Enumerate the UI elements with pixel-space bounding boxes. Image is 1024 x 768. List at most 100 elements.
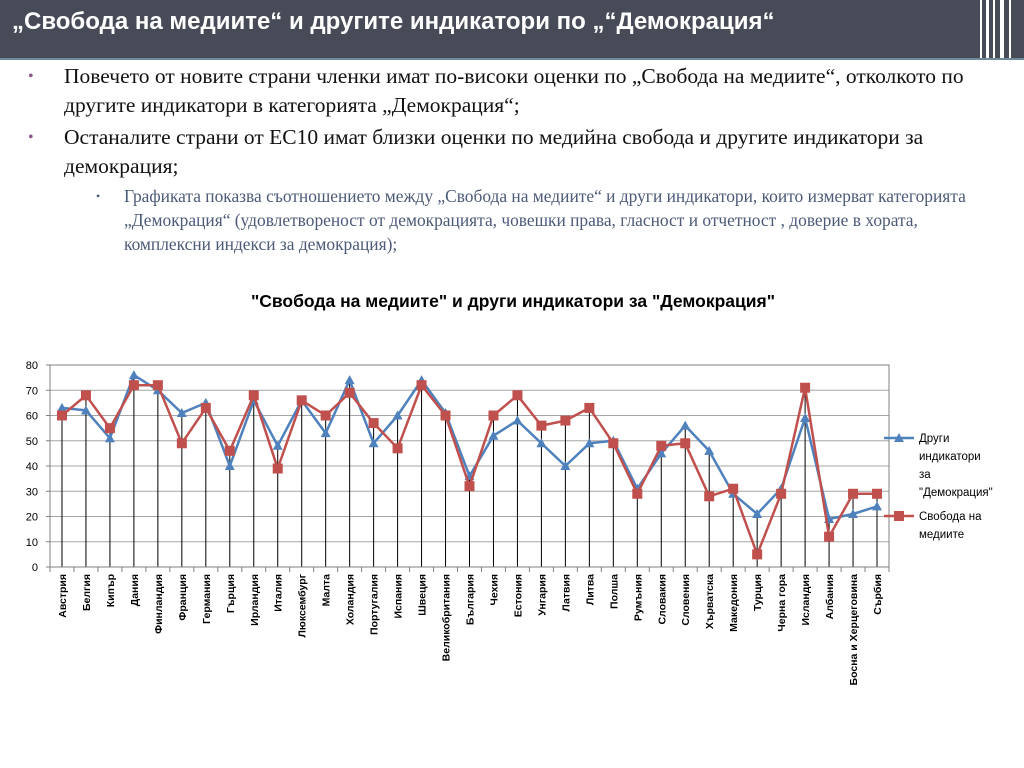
x-tick-label: Албания	[824, 574, 836, 619]
bullet-text: Повечето от новите страни членки имат по…	[64, 64, 964, 117]
data-point	[608, 438, 619, 449]
y-tick-label: 10	[26, 537, 38, 549]
data-point	[752, 508, 763, 518]
data-point	[392, 443, 403, 454]
x-tick-label: Сърбия	[872, 574, 884, 615]
chart-legend: Други индикатори за "Демокрация" Свобода на м…	[884, 433, 993, 541]
data-point	[512, 415, 523, 425]
legend-marker	[894, 433, 904, 442]
title-bar: „Свобода на медиите“ и другите индикатор…	[0, 0, 1024, 58]
data-point	[536, 438, 547, 448]
data-point	[512, 390, 523, 401]
x-tick-label: Люксембург	[297, 573, 309, 637]
bullet-marker-icon: •	[28, 68, 34, 85]
x-tick-label: Турция	[752, 574, 764, 611]
x-axis-tick-labels: Австрия Белгия Кипър Дания Финландия Франция Г…	[57, 573, 884, 685]
data-point	[392, 410, 403, 420]
data-point	[296, 395, 307, 406]
data-point	[584, 402, 595, 413]
data-point	[128, 370, 139, 380]
data-point	[320, 428, 331, 438]
x-tick-label: Холандия	[345, 574, 357, 625]
data-point	[104, 433, 115, 443]
sub-bullet-marker-icon: •	[96, 189, 101, 203]
data-point	[464, 481, 475, 492]
x-tick-label: Финландия	[153, 574, 165, 634]
x-tick-label: Ирландия	[249, 574, 261, 626]
data-point	[200, 402, 211, 413]
bullet-list: • Повечето от новите страни членки имат …	[26, 62, 1006, 256]
data-point	[128, 380, 139, 391]
title-decoration	[980, 0, 1020, 58]
x-tick-label: Словакия	[656, 574, 668, 625]
legend-label: Свобода на медиите	[919, 511, 982, 541]
x-tick-label: Португалия	[369, 574, 381, 635]
data-point	[224, 445, 235, 456]
data-point	[488, 430, 499, 440]
slide-title: „Свобода на медиите“ и другите индикатор…	[12, 8, 775, 35]
chart-axes	[46, 364, 890, 572]
data-point	[368, 438, 379, 448]
data-point	[800, 413, 811, 423]
y-axis-tick-labels: 0 10 20 30 40 50 60 70 80	[26, 360, 38, 574]
x-tick-label: Словения	[680, 574, 692, 626]
chart-series	[56, 370, 883, 560]
data-point	[272, 463, 283, 474]
data-point	[224, 461, 235, 470]
data-point	[728, 483, 739, 494]
data-point	[176, 407, 187, 417]
data-point	[848, 488, 859, 499]
x-tick-label: Литва	[584, 574, 596, 605]
data-point	[488, 410, 499, 421]
data-point	[776, 488, 787, 499]
data-point	[584, 438, 595, 448]
bullet-item: • Повечето от новите страни членки имат …	[26, 62, 1006, 120]
data-point	[56, 410, 67, 421]
x-tick-label: Великобритания	[441, 574, 453, 661]
data-point	[656, 440, 667, 451]
x-tick-label: България	[465, 574, 477, 625]
y-tick-label: 50	[26, 436, 38, 448]
y-tick-label: 60	[26, 411, 38, 423]
chart-title: "Свобода на медиите" и други индикатори …	[251, 291, 775, 311]
plot-area-border	[49, 364, 890, 568]
sub-bullet-item: • Графиката показва съотношението между …	[26, 184, 1006, 256]
x-tick-label: Полша	[608, 574, 620, 609]
x-tick-label: Италия	[273, 574, 285, 612]
data-point	[680, 420, 691, 430]
data-point	[56, 402, 67, 412]
x-tick-label: Румъния	[632, 574, 644, 621]
y-tick-label: 20	[26, 512, 38, 524]
data-point	[80, 390, 91, 401]
y-tick-label: 30	[26, 486, 38, 498]
data-point	[104, 423, 115, 434]
data-point	[320, 410, 331, 421]
data-point	[848, 508, 859, 518]
y-tick-label: 0	[32, 562, 38, 574]
data-point	[344, 375, 355, 385]
bullet-item: • Останалите страни от ЕС10 имат близки …	[26, 123, 1006, 181]
data-point	[152, 380, 163, 391]
x-tick-label: Чехия	[488, 574, 500, 606]
x-tick-label: Испания	[393, 574, 405, 619]
x-tick-label: Босна и Херцеговина	[848, 574, 860, 686]
bullet-text: Останалите страни от ЕС10 имат близки оц…	[64, 125, 924, 178]
data-point	[632, 488, 643, 499]
data-point	[560, 415, 571, 426]
title-accent-line	[0, 58, 1024, 60]
data-point	[872, 488, 883, 499]
data-point	[680, 438, 691, 449]
x-tick-label: Унгария	[536, 574, 548, 616]
data-point	[656, 448, 667, 458]
x-tick-label: Хърватска	[704, 574, 716, 629]
legend-label: Други индикатори за "Демокрация"	[919, 433, 993, 499]
x-tick-label: Малта	[321, 574, 333, 607]
legend-marker	[894, 511, 904, 521]
x-tick-label: Латвия	[560, 574, 572, 612]
sub-bullet-text: Графиката показва съотношението между „С…	[124, 186, 966, 254]
data-point	[80, 405, 91, 415]
data-point	[560, 461, 571, 470]
x-tick-label: Швеция	[417, 574, 429, 616]
x-tick-label: Естония	[512, 574, 524, 617]
data-point	[752, 549, 763, 560]
